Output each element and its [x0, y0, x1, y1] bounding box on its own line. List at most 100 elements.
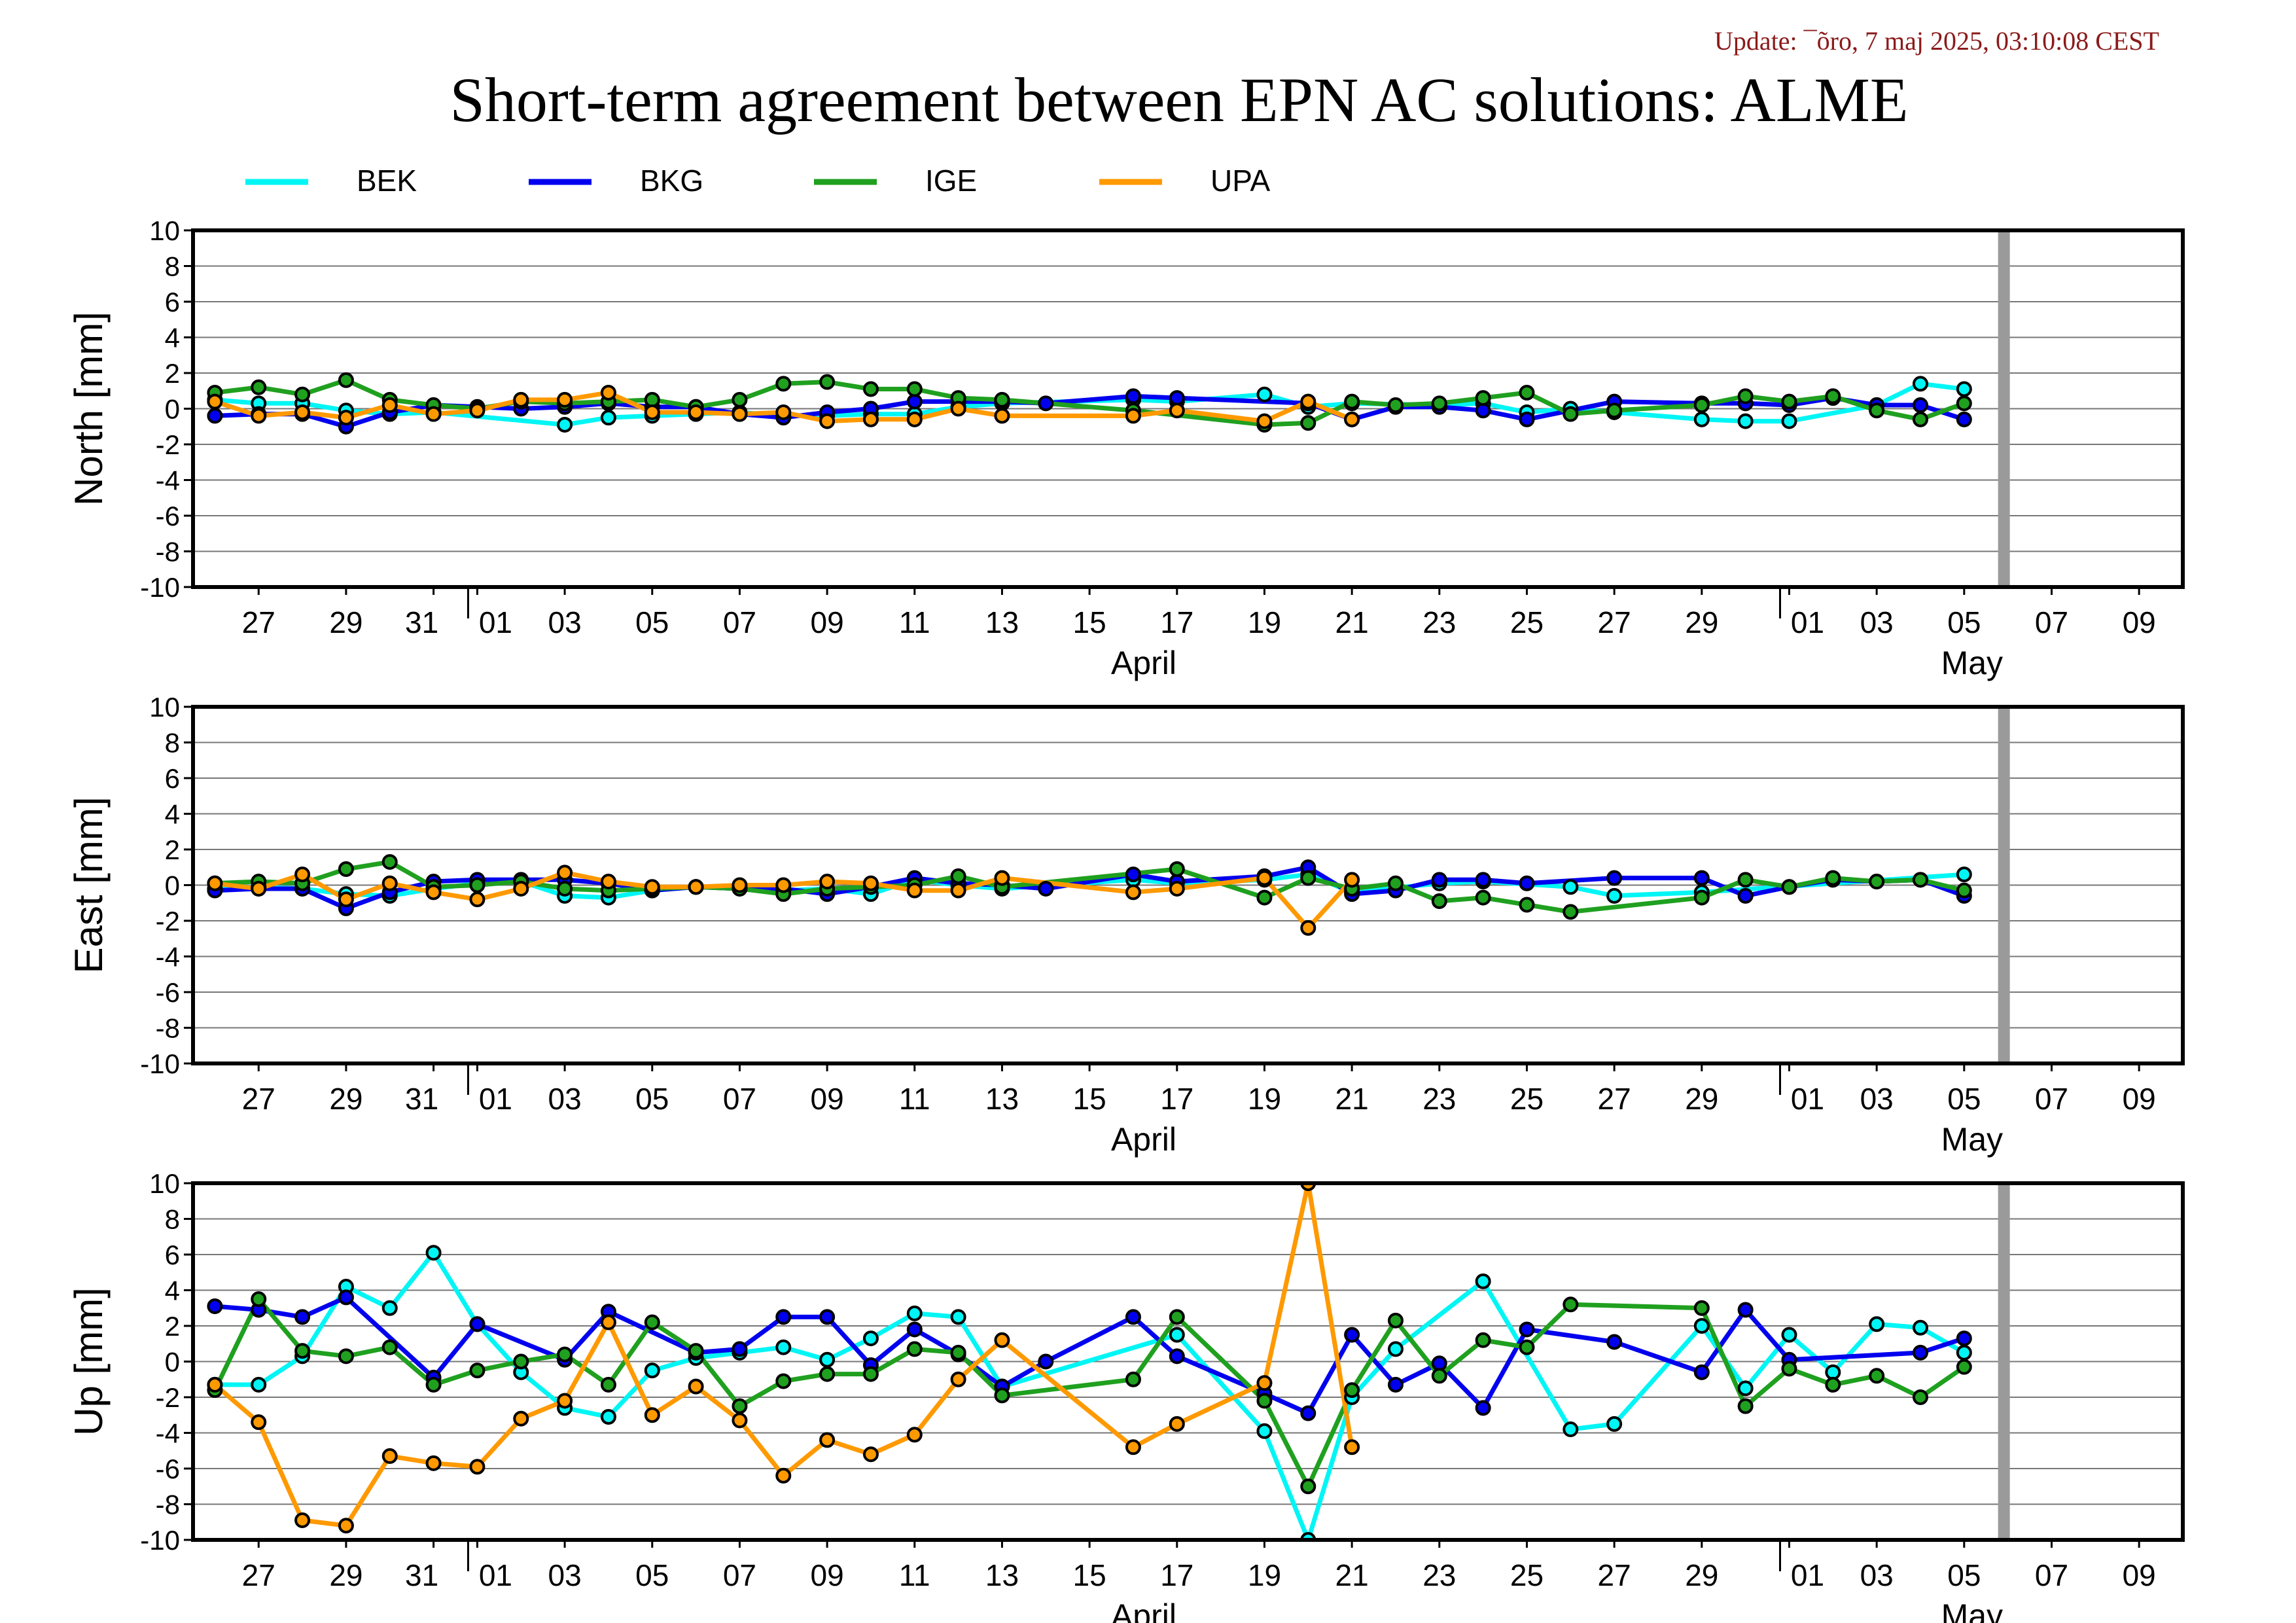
- data-point-upa: [1125, 408, 1141, 424]
- y-tick-label: 2: [165, 1311, 180, 1342]
- y-tick-label: -2: [156, 429, 180, 460]
- x-tick-label: 03: [548, 1082, 582, 1116]
- data-point-bek: [862, 1330, 879, 1347]
- data-point-upa: [251, 880, 267, 897]
- data-point-upa: [600, 384, 616, 401]
- x-tick-label: 13: [985, 1082, 1019, 1116]
- data-point-bkg: [732, 1341, 748, 1357]
- panel-east: 10 8 6 4 2 0 -2 -4 -6 -8 -10 27 29 31 01 03 05 07 09 11 13 15…: [67, 692, 2185, 1158]
- data-point-upa: [950, 401, 966, 417]
- data-point-upa: [557, 1393, 573, 1409]
- data-point-ige: [688, 1343, 704, 1359]
- data-point-ige: [1387, 875, 1404, 891]
- data-point-bek: [906, 1305, 923, 1321]
- data-point-bkg: [1956, 1330, 1972, 1347]
- x-tick-label: 03: [548, 605, 582, 639]
- x-tick-label: 09: [811, 1082, 844, 1116]
- x-tick-label: 25: [1510, 1082, 1544, 1116]
- y-tick-label: 8: [165, 1204, 180, 1235]
- x-tick-label: 19: [1248, 1558, 1281, 1592]
- data-point-bkg: [819, 1309, 836, 1325]
- data-point-bek: [819, 1351, 836, 1368]
- data-point-ige: [1606, 402, 1623, 419]
- x-tick-label: 17: [1160, 1082, 1193, 1116]
- x-tick-label: 01: [479, 1082, 512, 1116]
- legend-item-upa: UPA: [1099, 164, 1270, 198]
- y-axis-label: North [mm]: [67, 312, 111, 506]
- data-point-bek: [1387, 1341, 1404, 1357]
- y-tick-label: 2: [165, 358, 180, 389]
- data-point-upa: [1125, 1439, 1141, 1455]
- x-tick-label: 03: [1860, 1082, 1894, 1116]
- data-point-upa: [207, 1376, 223, 1393]
- x-tick-label: 29: [329, 1082, 362, 1116]
- x-tick-label: 11: [899, 1558, 930, 1592]
- data-point-bkg: [1387, 1376, 1404, 1393]
- x-tick-label: 23: [1422, 1082, 1456, 1116]
- data-point-upa: [644, 1407, 660, 1423]
- data-point-bkg: [1475, 1400, 1491, 1416]
- data-point-ige: [1169, 861, 1185, 877]
- y-tick-label: 0: [165, 1347, 180, 1378]
- data-point-upa: [513, 391, 529, 408]
- data-point-upa: [381, 397, 398, 414]
- data-point-bek: [1956, 381, 1972, 397]
- data-point-ige: [381, 1339, 398, 1355]
- y-tick-label: -2: [156, 906, 180, 936]
- current-date-marker: [1998, 230, 2010, 587]
- data-point-ige: [1956, 882, 1972, 899]
- data-point-bek: [600, 410, 616, 426]
- data-point-upa: [425, 406, 442, 422]
- legend-item-bkg: BKG: [529, 164, 703, 198]
- data-point-bkg: [1125, 388, 1141, 404]
- month-label: April: [1111, 1597, 1176, 1623]
- data-point-ige: [1519, 897, 1535, 913]
- data-point-bkg: [1475, 402, 1491, 419]
- legend-item-ige: IGE: [814, 164, 977, 198]
- data-point-bek: [1737, 1380, 1754, 1397]
- y-tick-label: 8: [165, 251, 180, 282]
- series-layer: [207, 372, 1972, 435]
- x-tick-label: 11: [899, 605, 930, 639]
- data-point-ige: [1825, 1376, 1841, 1393]
- x-tick-label: 07: [723, 1082, 756, 1116]
- data-point-bek: [1606, 887, 1623, 904]
- data-point-bkg: [1169, 390, 1185, 406]
- data-point-bkg: [1300, 1405, 1316, 1421]
- data-point-bkg: [1606, 1334, 1623, 1350]
- data-point-ige: [906, 1341, 923, 1357]
- data-point-ige: [644, 1314, 660, 1330]
- data-point-bkg: [1519, 411, 1535, 427]
- data-point-ige: [1693, 889, 1710, 906]
- data-point-bek: [1912, 376, 1928, 392]
- data-point-bkg: [1125, 1309, 1141, 1325]
- data-point-ige: [1519, 1339, 1535, 1355]
- data-point-upa: [775, 877, 792, 893]
- x-tick-label: 27: [242, 605, 275, 639]
- data-point-upa: [1169, 1416, 1185, 1432]
- data-point-ige: [1563, 406, 1579, 422]
- data-point-ige: [950, 868, 966, 884]
- data-point-bek: [1256, 386, 1273, 402]
- data-point-bek: [1737, 413, 1754, 429]
- data-point-upa: [950, 882, 966, 899]
- data-point-ige: [1912, 872, 1928, 888]
- series-line-upa: [212, 1182, 1354, 1528]
- x-tick-label: 05: [1947, 1082, 1981, 1116]
- data-point-bkg: [1125, 866, 1141, 883]
- data-point-upa: [338, 1518, 354, 1534]
- data-point-bkg: [1606, 870, 1623, 886]
- data-point-bkg: [1912, 397, 1928, 414]
- data-point-ige: [1956, 395, 1972, 412]
- data-point-upa: [819, 413, 836, 429]
- data-point-bek: [251, 1376, 267, 1393]
- x-tick-label: 11: [899, 1082, 930, 1116]
- data-point-ige: [1956, 1359, 1972, 1375]
- current-date-marker: [1998, 707, 2010, 1063]
- legend: BEK BKG IGE UPA: [245, 164, 1270, 198]
- data-point-ige: [732, 391, 748, 408]
- data-point-ige: [1563, 904, 1579, 920]
- data-point-ige: [1256, 889, 1273, 906]
- data-point-bkg: [469, 1316, 486, 1332]
